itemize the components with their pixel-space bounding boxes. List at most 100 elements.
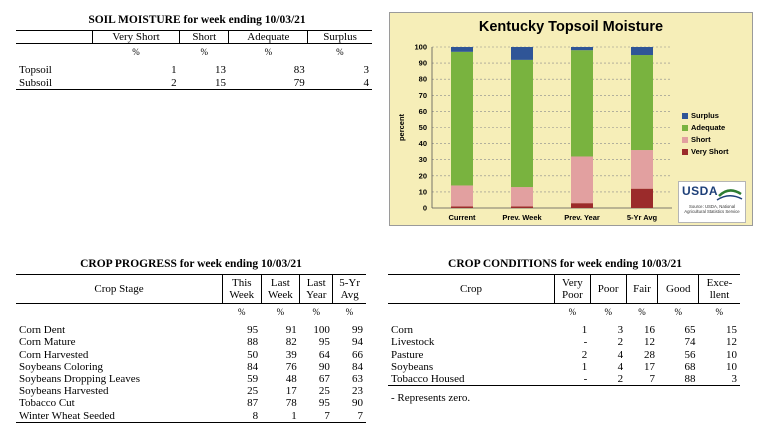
x-tick-label: 5-Yr Avg xyxy=(627,213,658,222)
conditions-unit: % xyxy=(568,307,577,317)
progress-value: 67 xyxy=(318,373,330,386)
conditions-value: - xyxy=(554,373,591,387)
soil-col-header: Very Short xyxy=(91,29,180,45)
bar-segment xyxy=(631,188,653,208)
soil-value: 15 xyxy=(179,76,229,90)
progress-value: 99 xyxy=(352,324,363,337)
conditions-col-header: Very Poor xyxy=(554,274,591,304)
progress-value: 1 xyxy=(261,409,300,423)
progress-value: 94 xyxy=(352,336,363,349)
progress-stage-label: Soybeans Dropping Leaves xyxy=(19,373,140,386)
conditions-value: 2 xyxy=(617,336,624,349)
y-axis-label: percent xyxy=(397,113,406,141)
conditions-col-header: Exce-llent xyxy=(698,274,740,304)
conditions-value: 2 xyxy=(590,373,627,387)
soil-unit: % xyxy=(200,47,209,58)
table-row: Soybeans Dropping Leaves 59 48 67 63 xyxy=(16,373,366,385)
conditions-value: 1 xyxy=(581,324,588,337)
progress-stage-header: Crop Stage xyxy=(16,274,223,304)
progress-stage-label: Winter Wheat Seeded xyxy=(16,409,223,423)
progress-value: 7 xyxy=(299,409,333,423)
table-row: Corn Dent 95 91 100 99 xyxy=(16,324,366,336)
table-row: Corn Mature 88 82 95 94 xyxy=(16,336,366,348)
legend-entry: Surplus xyxy=(682,111,719,120)
progress-value: 100 xyxy=(313,324,330,337)
progress-value: 63 xyxy=(352,373,363,386)
progress-value: 7 xyxy=(332,409,366,423)
progress-value: 39 xyxy=(285,348,297,361)
conditions-crop-label: Soybeans xyxy=(391,360,434,373)
conditions-value: 10 xyxy=(726,348,737,361)
legend-swatch xyxy=(682,112,688,119)
progress-col-header: Last Week xyxy=(260,274,300,304)
conditions-unit: % xyxy=(638,307,646,317)
soil-value: 3 xyxy=(363,64,370,77)
soil-col-header: Adequate xyxy=(228,29,308,45)
crop-progress-title: CROP PROGRESS for week ending 10/03/21 xyxy=(80,258,302,270)
soil-unit: % xyxy=(264,47,273,58)
progress-col-header: Last Year xyxy=(299,274,333,304)
progress-col-header: 5-Yr Avg xyxy=(332,274,366,304)
progress-value: 84 xyxy=(247,360,259,373)
conditions-col-header: Fair xyxy=(625,274,658,304)
soil-col-header: Surplus xyxy=(307,29,372,45)
soil-value: 2 xyxy=(92,76,180,90)
table-row: Subsoil 2 15 79 4 xyxy=(16,76,372,90)
x-tick-label: Prev. Year xyxy=(564,213,600,222)
legend-entry: Very Short xyxy=(682,147,729,156)
progress-value: 59 xyxy=(247,373,259,386)
bar-segment xyxy=(451,206,473,208)
table-row: Winter Wheat Seeded 8 1 7 7 xyxy=(16,409,366,423)
bar-segment xyxy=(511,59,533,188)
conditions-value: 4 xyxy=(617,360,624,373)
header-line: Week xyxy=(268,289,293,301)
progress-value: 91 xyxy=(285,324,297,337)
conditions-crop-header: Crop xyxy=(388,274,555,304)
x-tick-label: Prev. Week xyxy=(502,213,542,222)
progress-value: 25 xyxy=(318,385,330,398)
progress-value: 48 xyxy=(285,373,297,386)
usda-source: Source: USDA, National Agricultural Stat… xyxy=(684,204,740,214)
y-tick-label: 80 xyxy=(419,75,427,84)
usda-wordmark: USDA xyxy=(682,184,719,198)
conditions-crop-label: Corn xyxy=(391,324,413,337)
progress-value: 25 xyxy=(247,385,259,398)
progress-value: 78 xyxy=(285,397,297,410)
bar-segment xyxy=(631,150,653,189)
soil-value: 4 xyxy=(307,76,372,90)
bar-segment xyxy=(571,50,593,157)
y-tick-label: 0 xyxy=(423,204,427,213)
y-tick-label: 30 xyxy=(419,155,427,164)
soil-col-header: Short xyxy=(179,29,229,45)
progress-stage-label: Corn Harvested xyxy=(19,348,89,361)
progress-stage-label: Soybeans Harvested xyxy=(19,385,109,398)
progress-stage-label: Corn Dent xyxy=(19,324,66,337)
bar-segment xyxy=(451,47,473,52)
bar-segment xyxy=(451,51,473,186)
header-line: Poor xyxy=(562,289,583,301)
conditions-value: 1 xyxy=(581,360,588,373)
legend-label: Very Short xyxy=(691,147,729,156)
conditions-unit: % xyxy=(674,307,682,317)
soil-moisture-title: SOIL MOISTURE for week ending 10/03/21 xyxy=(88,14,306,26)
bar-segment xyxy=(631,55,653,151)
soil-moisture-table: Very Short Short Adequate Surplus % % % … xyxy=(16,29,372,90)
progress-value: 17 xyxy=(285,385,297,398)
x-tick-label: Current xyxy=(448,213,476,222)
table-row: Livestock - 2 12 74 12 xyxy=(388,336,740,348)
topsoil-moisture-chart: Kentucky Topsoil Moisture 0 10 20 30 40 50 60 7… xyxy=(389,12,753,226)
header-line: 5-Yr xyxy=(339,277,361,289)
table-row: Tobacco Housed -2 7 88 3 xyxy=(388,373,740,387)
legend-swatch xyxy=(682,148,688,155)
conditions-value: 3 xyxy=(617,324,624,337)
header-line: llent xyxy=(709,289,730,301)
legend-label: Adequate xyxy=(691,123,726,132)
progress-value: 87 xyxy=(247,397,259,410)
y-tick-label: 100 xyxy=(414,43,427,52)
progress-value: 88 xyxy=(247,336,259,349)
conditions-value: - xyxy=(583,336,588,349)
progress-value: 50 xyxy=(247,348,259,361)
y-tick-label: 40 xyxy=(419,139,427,148)
header-line: Avg xyxy=(340,289,359,301)
legend-swatch xyxy=(682,136,688,143)
